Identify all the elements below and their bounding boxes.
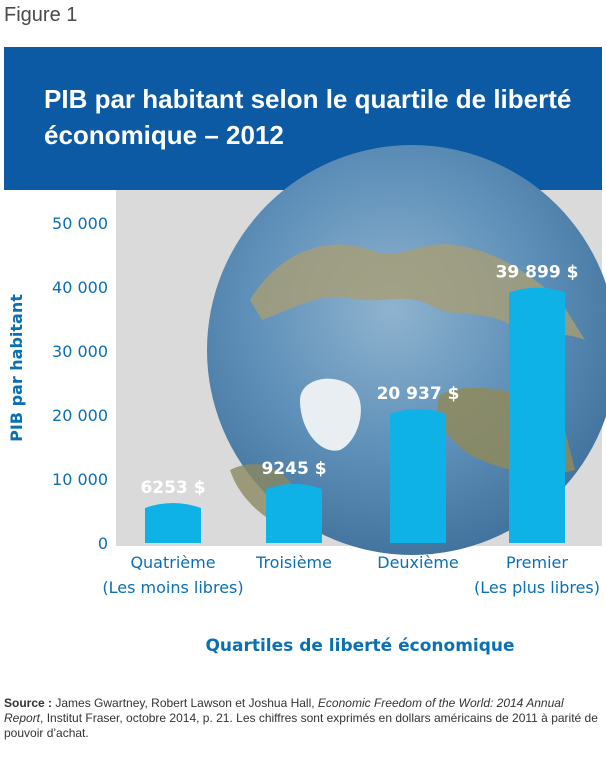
y-tick-label: 50 000 — [52, 214, 108, 233]
y-tick-label: 0 — [98, 534, 108, 553]
bar — [390, 409, 446, 543]
x-tick-label: (Les plus libres) — [474, 578, 600, 597]
bars: 6253 $ 9245 $ 20 937 $ 39 899 $ — [140, 263, 578, 543]
source-label: Source : — [4, 696, 53, 710]
source-publication: Economic Freedom of the World: 2014 Annu… — [4, 696, 564, 725]
y-tick-label: 30 000 — [52, 342, 108, 361]
x-axis: Quatrième (Les moins libres) Troisième Deux… — [102, 553, 600, 597]
x-tick-label: Premier — [506, 553, 568, 572]
globe-illustration — [207, 145, 606, 555]
x-tick-label: Deuxième — [377, 553, 459, 572]
bar — [266, 483, 322, 543]
source-note: Source : James Gwartney, Robert Lawson e… — [4, 696, 602, 741]
source-authors: James Gwartney, Robert Lawson et Joshua … — [52, 696, 318, 710]
bar-value-label: 20 937 $ — [377, 384, 460, 404]
x-axis-title: Quartiles de liberté économique — [205, 636, 515, 656]
y-axis: 0 10 000 20 000 30 000 40 000 50 000 — [52, 214, 108, 553]
y-axis-title: PIB par habitant — [7, 294, 26, 442]
x-tick-label: (Les moins libres) — [102, 578, 243, 597]
bar-value-label: 6253 $ — [140, 478, 205, 498]
figure-label: Figure 1 — [4, 4, 78, 26]
y-tick-label: 10 000 — [52, 470, 108, 489]
bar-value-label: 39 899 $ — [496, 263, 579, 283]
bar — [509, 287, 565, 543]
y-tick-label: 20 000 — [52, 406, 108, 425]
bar — [145, 502, 201, 543]
x-tick-label: Troisième — [255, 553, 332, 572]
chart-title: PIB par habitant selon le quartile de li… — [44, 84, 572, 150]
bar-chart: 0 10 000 20 000 30 000 40 000 50 000 6253 $ 92… — [7, 145, 606, 597]
bar-value-label: 9245 $ — [261, 459, 326, 479]
y-tick-label: 40 000 — [52, 278, 108, 297]
source-rest: , Institut Fraser, octobre 2014, p. 21. … — [4, 711, 598, 740]
x-tick-label: Quatrième — [130, 553, 215, 572]
